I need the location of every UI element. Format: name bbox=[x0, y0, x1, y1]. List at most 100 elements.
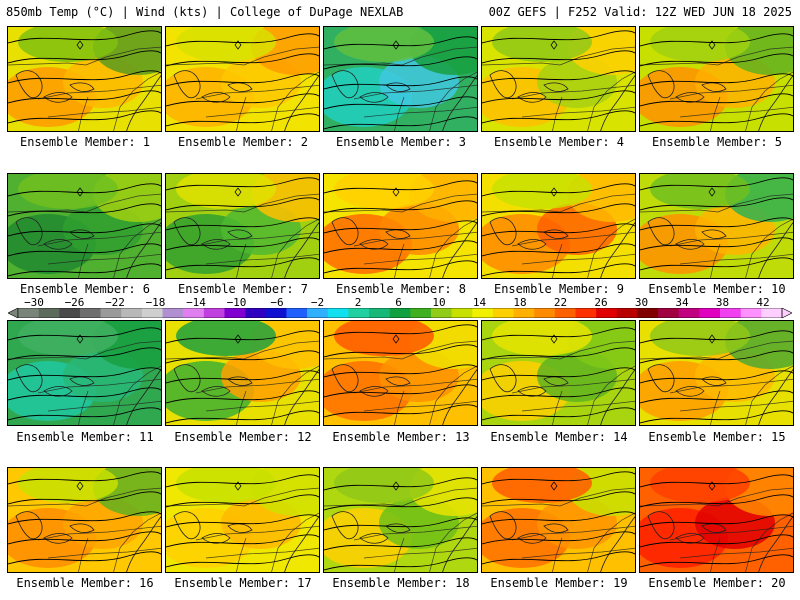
state-boundary bbox=[679, 253, 793, 265]
state-boundary bbox=[745, 218, 793, 278]
colorbar-swatch bbox=[492, 308, 514, 318]
coastline bbox=[758, 222, 793, 278]
state-boundary bbox=[679, 106, 793, 118]
height-contour bbox=[8, 471, 161, 485]
height-contour bbox=[166, 93, 319, 107]
colorbar-tick-labels: −30 −26 −22 −18 −14 −10 −6 −2 2 6 10 14 18 22 26 30 34 38… bbox=[0, 296, 800, 309]
height-contour bbox=[166, 350, 319, 364]
ensemble-map-panel bbox=[481, 173, 636, 279]
state-boundary bbox=[521, 253, 635, 265]
ensemble-member-label: Ensemble Member: 15 bbox=[648, 430, 786, 444]
state-boundary bbox=[353, 378, 477, 394]
state-boundary bbox=[394, 96, 405, 131]
state-boundary bbox=[640, 340, 793, 360]
great-lakes-outline bbox=[173, 364, 253, 397]
height-contour bbox=[324, 404, 477, 418]
height-contour bbox=[166, 370, 319, 384]
height-contour bbox=[640, 370, 793, 384]
state-boundary bbox=[429, 365, 477, 425]
temperature-region bbox=[18, 321, 118, 356]
state-boundary bbox=[271, 512, 319, 572]
coastline bbox=[284, 75, 319, 131]
ensemble-member-label: Ensemble Member: 7 bbox=[177, 282, 309, 296]
state-boundary bbox=[587, 218, 635, 278]
height-contour bbox=[8, 387, 161, 401]
state-boundary bbox=[745, 71, 793, 131]
temperature-map bbox=[324, 174, 477, 278]
ensemble-member-label: Ensemble Member: 16 bbox=[16, 576, 154, 590]
temperature-region bbox=[492, 27, 592, 62]
temperature-region bbox=[334, 468, 434, 503]
colorbar-swatch bbox=[183, 308, 205, 318]
state-boundary bbox=[363, 547, 477, 559]
height-contour bbox=[8, 551, 161, 565]
height-contour bbox=[166, 410, 319, 424]
station-marker bbox=[234, 40, 242, 50]
ensemble-map-panel bbox=[165, 320, 320, 426]
ensemble-map-panel bbox=[7, 26, 162, 132]
colorbar-swatch bbox=[637, 308, 659, 318]
ensemble-member-label: Ensemble Member: 18 bbox=[332, 576, 470, 590]
height-contour bbox=[640, 410, 793, 424]
state-boundary bbox=[710, 243, 721, 278]
state-boundary bbox=[587, 365, 635, 425]
ensemble-member-label: Ensemble Member: 2 bbox=[177, 135, 309, 149]
colorbar-tick-label: 10 bbox=[432, 296, 446, 309]
ensemble-map-panel bbox=[323, 320, 478, 426]
height-contour bbox=[324, 76, 477, 90]
station-marker bbox=[708, 481, 716, 491]
great-lakes-outline bbox=[489, 70, 569, 103]
station-marker bbox=[550, 334, 558, 344]
height-contour bbox=[166, 257, 319, 271]
state-boundary bbox=[236, 243, 247, 278]
colorbar-tick-label: 42 bbox=[756, 296, 770, 309]
state-boundary bbox=[166, 193, 319, 213]
height-contour bbox=[482, 551, 635, 565]
station-marker bbox=[234, 187, 242, 197]
colorbar-swatch bbox=[472, 308, 494, 318]
state-boundary bbox=[363, 106, 477, 118]
temperature-colorbar bbox=[8, 308, 792, 318]
colorbar-swatch bbox=[616, 308, 638, 318]
station-marker bbox=[76, 187, 84, 197]
colorbar-tick-label: 2 bbox=[354, 296, 362, 309]
coastline bbox=[758, 75, 793, 131]
height-contour bbox=[482, 110, 635, 124]
state-boundary bbox=[205, 106, 319, 118]
colorbar-swatch bbox=[79, 308, 101, 318]
colorbar-tick-label: −18 bbox=[145, 296, 166, 309]
state-boundary bbox=[113, 365, 161, 425]
state-boundary bbox=[640, 46, 793, 66]
height-contour bbox=[8, 203, 161, 217]
state-boundary bbox=[8, 46, 161, 66]
station-marker bbox=[392, 481, 400, 491]
state-boundary bbox=[482, 487, 635, 507]
ensemble-map-panel bbox=[7, 467, 162, 573]
height-contour bbox=[324, 36, 477, 50]
colorbar-swatch bbox=[596, 308, 618, 318]
state-boundary bbox=[353, 84, 477, 100]
colorbar-swatch bbox=[59, 308, 81, 318]
colorbar-tick-label: 26 bbox=[594, 296, 608, 309]
state-boundary bbox=[745, 512, 793, 572]
coastline bbox=[126, 516, 161, 572]
height-contour bbox=[640, 474, 793, 488]
temperature-region bbox=[492, 468, 592, 503]
colorbar-tick-label: −14 bbox=[186, 296, 206, 309]
great-lakes-outline bbox=[173, 217, 253, 250]
coastline bbox=[600, 75, 635, 131]
height-contour bbox=[8, 531, 161, 545]
temperature-map bbox=[8, 27, 161, 131]
height-contour bbox=[166, 177, 319, 191]
state-boundary bbox=[669, 231, 793, 247]
station-marker bbox=[708, 40, 716, 50]
station-marker bbox=[234, 481, 242, 491]
height-contour bbox=[482, 50, 635, 64]
height-contour bbox=[640, 33, 793, 47]
height-contour bbox=[166, 33, 319, 47]
temperature-map bbox=[8, 321, 161, 425]
state-boundary bbox=[8, 487, 161, 507]
temperature-map bbox=[166, 468, 319, 572]
temperature-map bbox=[482, 321, 635, 425]
temperature-region bbox=[650, 321, 750, 356]
